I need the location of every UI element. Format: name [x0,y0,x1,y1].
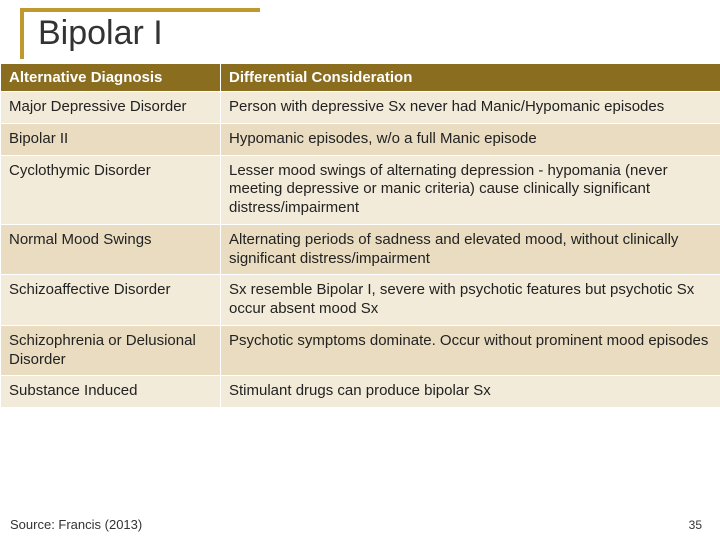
slide-title: Bipolar I [38,14,260,53]
table-row: Cyclothymic Disorder Lesser mood swings … [1,155,720,224]
cell-diagnosis: Substance Induced [1,376,221,408]
page-number: 35 [689,518,702,532]
cell-consideration: Psychotic symptoms dominate. Occur witho… [221,325,720,376]
title-region: Bipolar I [0,0,720,63]
differential-table: Alternative Diagnosis Differential Consi… [0,63,720,408]
table-row: Schizophrenia or Delusional Disorder Psy… [1,325,720,376]
cell-diagnosis: Schizophrenia or Delusional Disorder [1,325,221,376]
table-row: Bipolar II Hypomanic episodes, w/o a ful… [1,123,720,155]
cell-consideration: Alternating periods of sadness and eleva… [221,224,720,275]
cell-consideration: Person with depressive Sx never had Mani… [221,92,720,124]
table-row: Major Depressive Disorder Person with de… [1,92,720,124]
cell-consideration: Hypomanic episodes, w/o a full Manic epi… [221,123,720,155]
header-diff-consideration: Differential Consideration [221,64,720,92]
header-alt-diagnosis: Alternative Diagnosis [1,64,221,92]
table-header-row: Alternative Diagnosis Differential Consi… [1,64,720,92]
title-accent: Bipolar I [20,8,260,59]
source-citation: Source: Francis (2013) [10,517,142,532]
table-row: Schizoaffective Disorder Sx resemble Bip… [1,275,720,326]
table-row: Substance Induced Stimulant drugs can pr… [1,376,720,408]
cell-diagnosis: Cyclothymic Disorder [1,155,221,224]
cell-consideration: Sx resemble Bipolar I, severe with psych… [221,275,720,326]
cell-consideration: Stimulant drugs can produce bipolar Sx [221,376,720,408]
cell-diagnosis: Major Depressive Disorder [1,92,221,124]
cell-consideration: Lesser mood swings of alternating depres… [221,155,720,224]
table-row: Normal Mood Swings Alternating periods o… [1,224,720,275]
cell-diagnosis: Normal Mood Swings [1,224,221,275]
cell-diagnosis: Bipolar II [1,123,221,155]
cell-diagnosis: Schizoaffective Disorder [1,275,221,326]
